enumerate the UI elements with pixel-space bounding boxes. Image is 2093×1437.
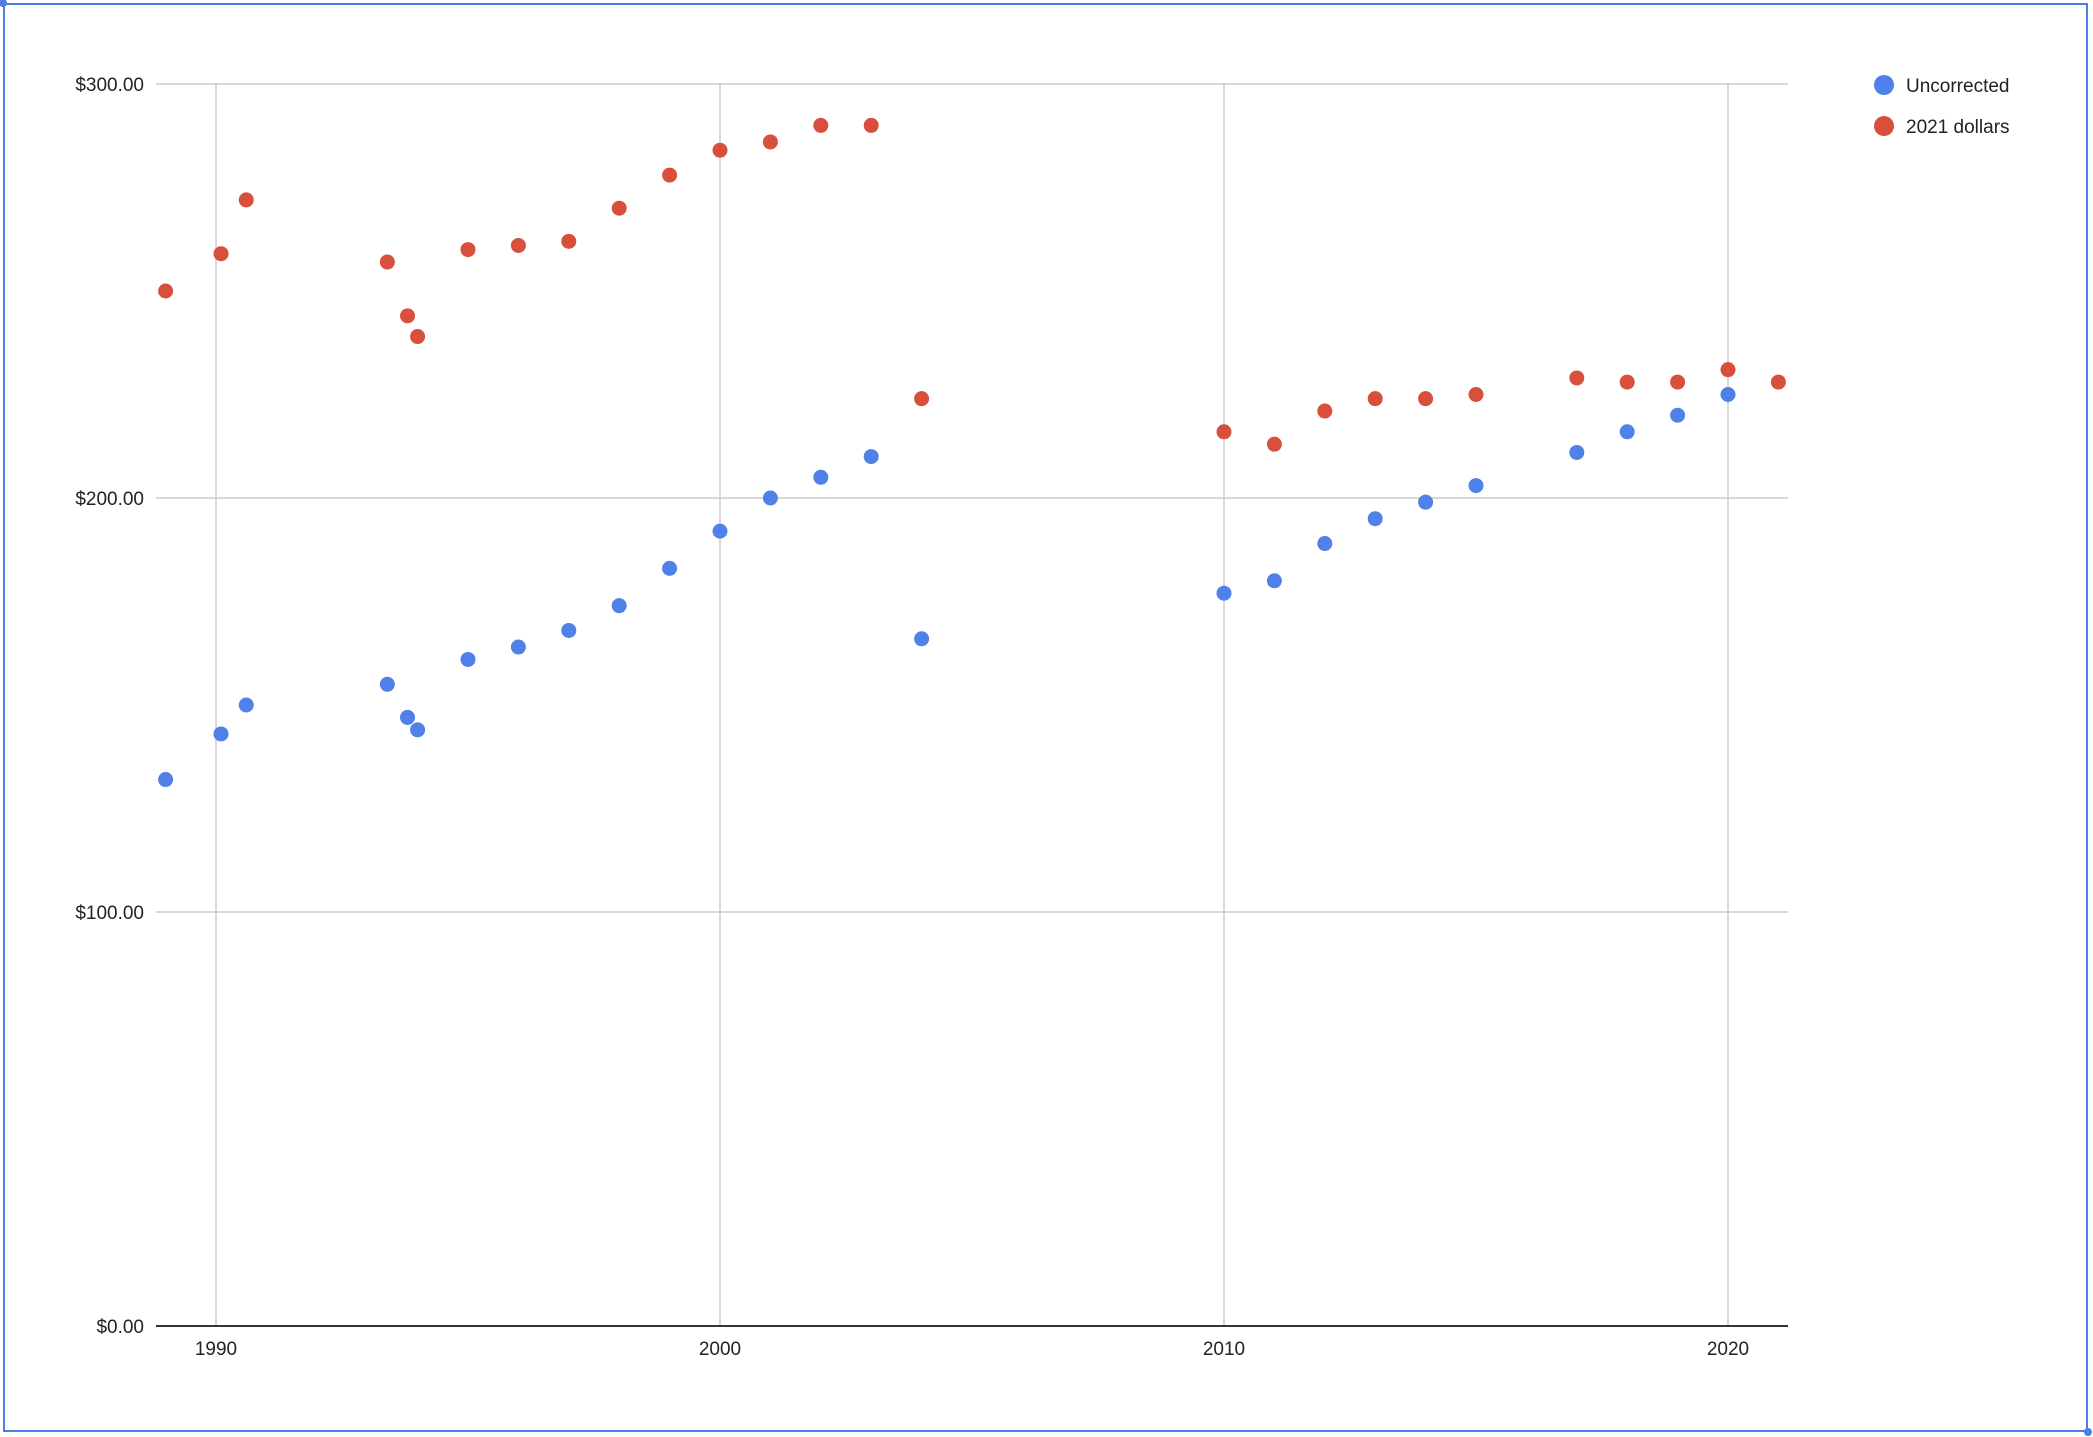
point-2021-dollars[interactable] [460, 242, 476, 258]
point-uncorrected[interactable] [238, 697, 254, 713]
point-2021-dollars[interactable] [1216, 424, 1232, 440]
point-2021-dollars[interactable] [863, 117, 879, 133]
point-uncorrected[interactable] [1619, 424, 1635, 440]
point-uncorrected[interactable] [1216, 585, 1232, 601]
x-tick-label: 2010 [1203, 1339, 1245, 1360]
point-uncorrected[interactable] [213, 726, 229, 742]
point-2021-dollars[interactable] [914, 391, 930, 407]
legend-swatch-2021-dollars [1874, 116, 1894, 136]
point-uncorrected[interactable] [712, 523, 728, 539]
axes: $0.00 $100.00 $200.00 $300.00 1990 2000 2010 20… [75, 75, 1788, 1360]
x-tick-label: 1990 [195, 1339, 237, 1360]
point-uncorrected[interactable] [158, 772, 174, 788]
point-uncorrected[interactable] [379, 676, 395, 692]
point-2021-dollars[interactable] [1317, 403, 1333, 419]
point-2021-dollars[interactable] [1770, 374, 1786, 390]
point-uncorrected[interactable] [863, 449, 879, 465]
point-2021-dollars[interactable] [662, 167, 678, 183]
point-uncorrected[interactable] [914, 631, 930, 647]
point-uncorrected[interactable] [1418, 494, 1434, 510]
point-2021-dollars[interactable] [813, 117, 829, 133]
point-2021-dollars[interactable] [158, 283, 174, 299]
point-2021-dollars[interactable] [611, 200, 627, 216]
point-uncorrected[interactable] [460, 651, 476, 667]
legend-label-uncorrected: Uncorrected [1906, 76, 2010, 97]
resize-handle-bottom-right[interactable] [2084, 1428, 2092, 1436]
point-uncorrected[interactable] [1569, 444, 1585, 460]
legend-label-2021-dollars: 2021 dollars [1906, 117, 2010, 138]
point-2021-dollars[interactable] [712, 142, 728, 158]
legend[interactable]: Uncorrected 2021 dollars [1874, 75, 2010, 138]
point-uncorrected[interactable] [1367, 511, 1383, 527]
point-uncorrected[interactable] [561, 622, 577, 638]
point-uncorrected[interactable] [813, 469, 829, 485]
y-tick-label: $100.00 [75, 903, 144, 924]
point-2021-dollars[interactable] [762, 134, 778, 150]
legend-swatch-uncorrected [1874, 75, 1894, 95]
point-uncorrected[interactable] [1670, 407, 1686, 423]
point-2021-dollars[interactable] [1418, 391, 1434, 407]
resize-handle-top-left[interactable] [0, 0, 7, 7]
point-2021-dollars[interactable] [1720, 362, 1736, 378]
point-uncorrected[interactable] [410, 722, 426, 738]
point-uncorrected[interactable] [510, 639, 526, 655]
point-2021-dollars[interactable] [1367, 391, 1383, 407]
y-tick-label: $200.00 [75, 489, 144, 510]
point-uncorrected[interactable] [1468, 478, 1484, 494]
point-2021-dollars[interactable] [379, 254, 395, 270]
point-2021-dollars[interactable] [1468, 387, 1484, 402]
point-uncorrected[interactable] [1266, 573, 1282, 589]
x-tick-label: 2020 [1707, 1339, 1749, 1360]
point-2021-dollars[interactable] [561, 233, 577, 249]
point-2021-dollars[interactable] [213, 246, 229, 262]
point-2021-dollars[interactable] [1670, 374, 1686, 390]
point-2021-dollars[interactable] [1569, 370, 1585, 386]
point-2021-dollars[interactable] [400, 308, 416, 324]
point-2021-dollars[interactable] [1619, 374, 1635, 390]
point-2021-dollars[interactable] [510, 237, 526, 253]
x-tick-label: 2000 [699, 1339, 741, 1360]
y-tick-label: $300.00 [75, 75, 144, 96]
point-2021-dollars[interactable] [1266, 436, 1282, 452]
point-uncorrected[interactable] [1317, 536, 1333, 552]
point-2021-dollars[interactable] [410, 329, 426, 345]
point-uncorrected[interactable] [400, 709, 416, 725]
point-uncorrected[interactable] [662, 560, 678, 576]
y-tick-label: $0.00 [96, 1317, 144, 1338]
point-uncorrected[interactable] [611, 598, 627, 614]
point-uncorrected[interactable] [1720, 387, 1736, 402]
point-2021-dollars[interactable] [238, 192, 254, 208]
point-uncorrected[interactable] [762, 490, 778, 506]
gridlines [156, 83, 1788, 1326]
data-points [158, 117, 1786, 788]
